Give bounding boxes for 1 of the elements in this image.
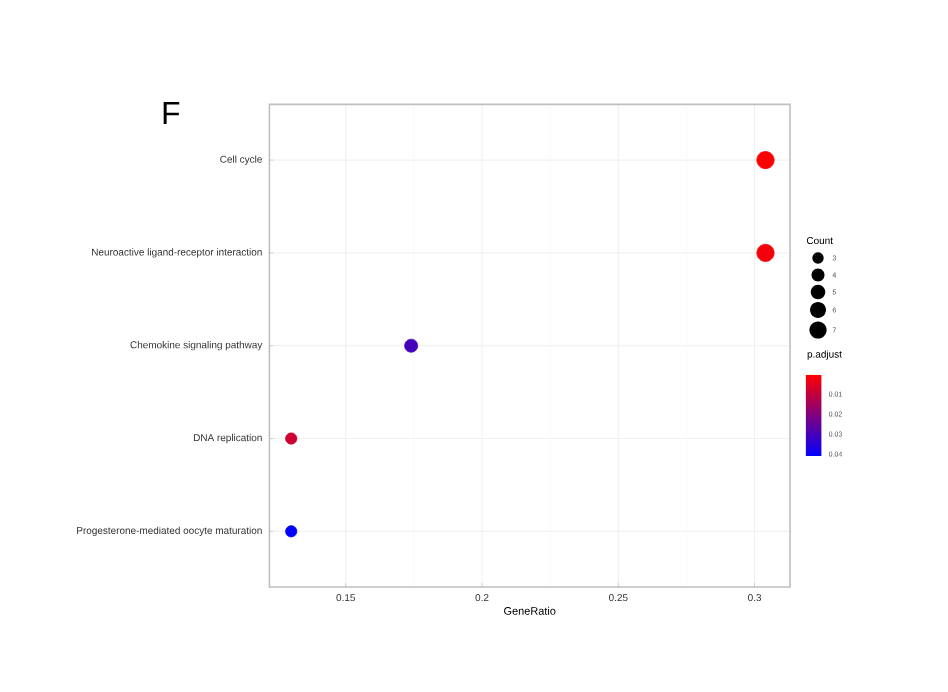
chart-title: F <box>163 102 180 124</box>
